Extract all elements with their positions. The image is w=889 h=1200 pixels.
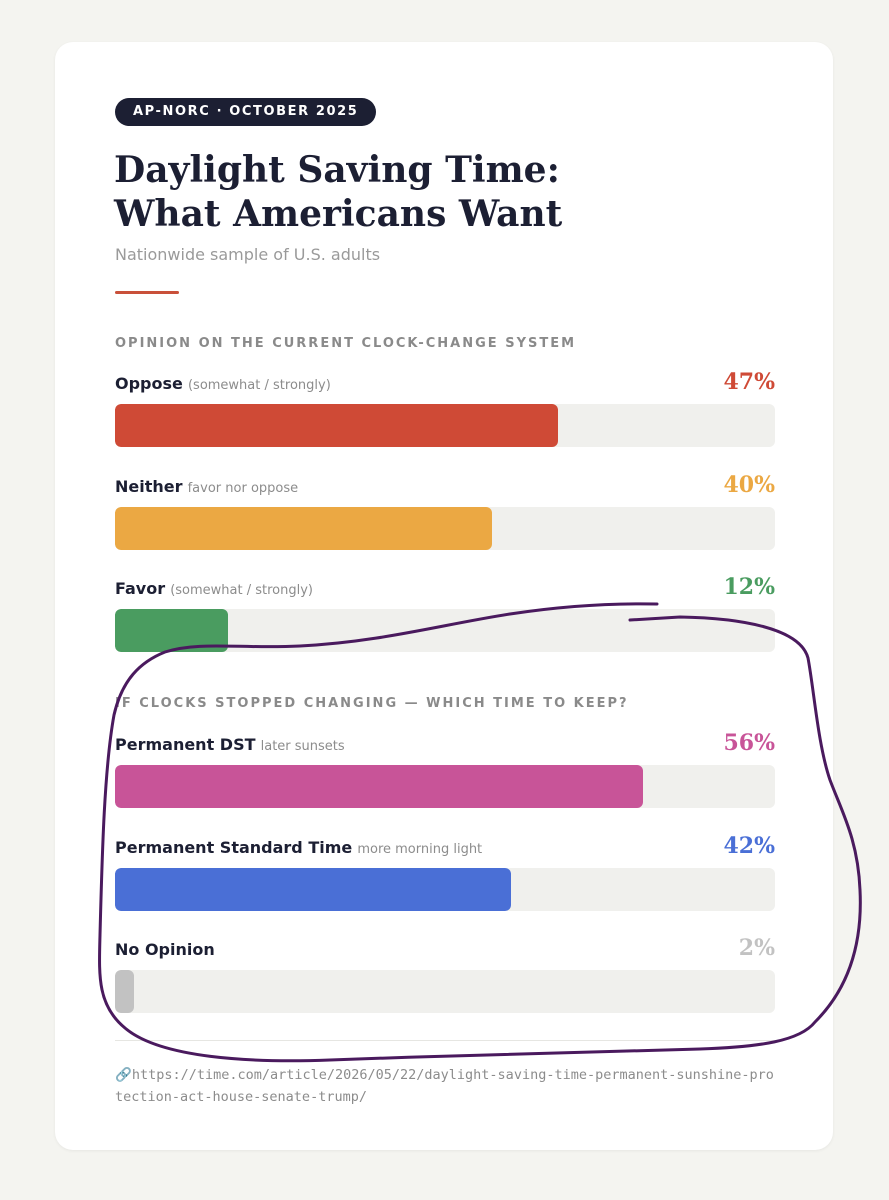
- bar-note: (somewhat / strongly): [170, 583, 313, 598]
- bar-note: later sunsets: [260, 739, 345, 754]
- bar-label: Oppose (somewhat / strongly): [115, 374, 331, 393]
- bar-category: No Opinion: [115, 940, 215, 959]
- bar-fill: [115, 970, 134, 1013]
- bar-note: (somewhat / strongly): [187, 378, 331, 393]
- bar-row: Neither favor nor oppose 40%: [115, 472, 775, 569]
- bar-value-label: 47%: [723, 369, 775, 395]
- bar-fill: [115, 507, 492, 550]
- bar-fill: [115, 868, 511, 911]
- bar-category: Favor: [115, 579, 166, 598]
- bar-row: Favor (somewhat / strongly) 12%: [115, 574, 775, 671]
- title-line-1: Daylight Saving Time:: [114, 149, 560, 191]
- source-badge: AP-NORC · OCTOBER 2025: [115, 98, 377, 126]
- bar-fill: [115, 404, 558, 447]
- bar-value-label: 12%: [723, 574, 775, 600]
- bar-category: Permanent Standard Time: [115, 838, 353, 857]
- bar-category: Oppose: [115, 374, 183, 393]
- bar-track: [115, 404, 775, 447]
- page-title: Daylight Saving Time: What Americans Wan…: [114, 148, 754, 236]
- bar-track: [115, 868, 775, 911]
- bar-track: [115, 609, 775, 652]
- bar-label: Permanent DST later sunsets: [115, 735, 345, 754]
- bar-fill: [115, 609, 228, 652]
- bar-value-label: 56%: [723, 730, 775, 756]
- section-heading-2: IF CLOCKS STOPPED CHANGING — WHICH TIME …: [115, 696, 629, 711]
- bar-value-label: 42%: [723, 833, 775, 859]
- link-icon: 🔗: [115, 1067, 132, 1083]
- bar-label: No Opinion: [115, 940, 215, 959]
- bar-fill: [115, 765, 643, 808]
- bar-row: Oppose (somewhat / strongly) 47%: [115, 369, 775, 466]
- bar-track: [115, 765, 775, 808]
- bar-track: [115, 970, 775, 1013]
- bar-track: [115, 507, 775, 550]
- bar-category: Neither: [115, 477, 183, 496]
- section-heading-1: OPINION ON THE CURRENT CLOCK-CHANGE SYST…: [115, 336, 577, 351]
- bar-value-label: 2%: [738, 935, 775, 961]
- accent-rule: [115, 291, 179, 294]
- footer-divider: [115, 1040, 775, 1041]
- title-line-2: What Americans Want: [114, 193, 563, 235]
- bar-row: Permanent Standard Time more morning lig…: [115, 833, 775, 930]
- source-url[interactable]: https://time.com/article/2026/05/22/dayl…: [115, 1067, 774, 1105]
- source-link[interactable]: 🔗https://time.com/article/2026/05/22/day…: [115, 1064, 780, 1108]
- bar-label: Favor (somewhat / strongly): [115, 579, 313, 598]
- bar-label: Permanent Standard Time more morning lig…: [115, 838, 482, 857]
- bar-note: favor nor oppose: [187, 481, 299, 496]
- bar-category: Permanent DST: [115, 735, 256, 754]
- bar-value-label: 40%: [723, 472, 775, 498]
- bar-row: No Opinion 2%: [115, 935, 775, 1032]
- bar-note: more morning light: [357, 842, 483, 857]
- bar-label: Neither favor nor oppose: [115, 477, 298, 496]
- bar-row: Permanent DST later sunsets 56%: [115, 730, 775, 827]
- subtitle: Nationwide sample of U.S. adults: [115, 245, 381, 264]
